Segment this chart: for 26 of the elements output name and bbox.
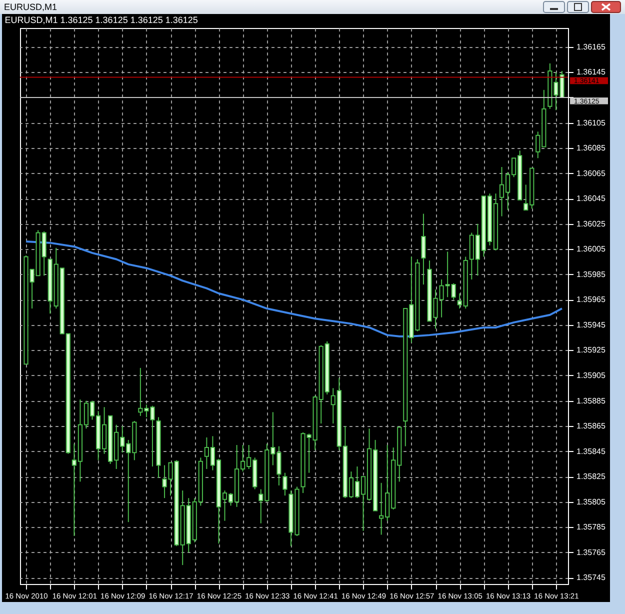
y-tick-label: 1.35785 [576, 522, 606, 532]
y-tick-label: 1.35905 [576, 371, 606, 380]
candlestick [282, 472, 288, 496]
candlestick [421, 213, 426, 286]
y-tick-label: 1.35865 [576, 422, 606, 431]
chart-subtitle: EURUSD,M1 1.36125 1.36125 1.36125 1.36125 [4, 15, 198, 25]
y-tick-label: 1.35925 [576, 346, 606, 355]
y-tick-label: 1.35885 [576, 396, 606, 406]
y-tick-label: 1.35765 [576, 548, 606, 557]
y-tick-label: 1.35805 [576, 497, 606, 506]
y-tick-label: 1.36105 [576, 118, 606, 128]
y-tick-label: 1.36025 [576, 219, 606, 228]
line-series [25, 240, 563, 338]
y-tick-label: 1.35945 [576, 320, 606, 330]
y-tick-label: 1.36065 [576, 168, 606, 178]
y-tick-label: 1.36005 [576, 244, 606, 254]
chart-title: EURUSD,M1 [4, 2, 58, 12]
y-tick-label: 1.35965 [576, 295, 606, 304]
y-tick-label: 1.36145 [576, 68, 606, 77]
y-tick-label: 1.35825 [576, 472, 606, 482]
y-tick-label: 1.35745 [576, 573, 606, 582]
y-tick-label: 1.35845 [576, 446, 606, 456]
y-tick-label: 1.35985 [576, 270, 606, 279]
y-tick-label: 1.36045 [576, 194, 606, 204]
y-tick-label: 1.36165 [576, 42, 606, 52]
y-tick-label: 1.36085 [576, 144, 606, 153]
